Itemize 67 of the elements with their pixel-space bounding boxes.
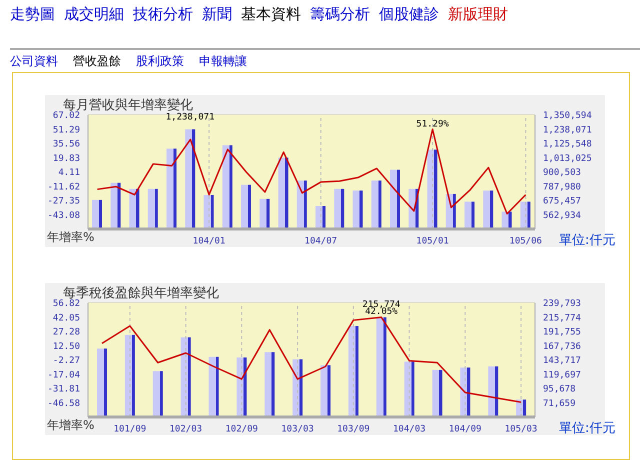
text: 新版理財 xyxy=(448,5,508,23)
y2-tick-label: 71,659 xyxy=(543,398,576,409)
x-tick-label: 103/09 xyxy=(337,424,370,434)
y2-tick-label: 167,736 xyxy=(543,342,581,352)
y-tick-label: -11.62 xyxy=(47,182,80,192)
x-tick-label: 104/01 xyxy=(192,236,226,246)
y-tick-label: 56.82 xyxy=(52,299,80,310)
y2-tick-label: 215,774 xyxy=(543,313,581,324)
text: 股利政策 xyxy=(136,54,184,68)
y-tick-label: -43.08 xyxy=(47,210,80,221)
y2-tick-label: 1,013,025 xyxy=(543,154,592,164)
text: 走勢圖 xyxy=(10,5,55,23)
y-tick-label: 35.56 xyxy=(52,140,80,150)
y2-axis-title: 單位:仟元 xyxy=(559,232,616,249)
x-tick-label: 101/09 xyxy=(114,424,146,434)
y-tick-label: -17.04 xyxy=(47,370,80,380)
text: 個股健診 xyxy=(379,5,439,23)
x-tick-label: 104/03 xyxy=(393,424,426,434)
y2-tick-label: 1,125,548 xyxy=(543,140,592,150)
y-tick-label: 67.02 xyxy=(52,111,80,122)
text: 營收盈餘 xyxy=(73,54,121,68)
x-tick-label: 105/06 xyxy=(509,236,542,246)
x-tick-label: 105/01 xyxy=(416,236,449,246)
line-series xyxy=(96,128,526,215)
chart-title: 每季稅後盈餘與年增率變化 xyxy=(63,285,219,301)
x-tick-label: 102/09 xyxy=(225,424,258,434)
data-label: 42.05% xyxy=(365,307,398,318)
y2-tick-label: 675,457 xyxy=(543,196,581,207)
y2-tick-label: 191,755 xyxy=(543,328,581,338)
y2-tick-label: 239,793 xyxy=(543,299,581,310)
y-tick-label: -2.27 xyxy=(52,356,80,366)
text: 公司資料 xyxy=(10,54,58,68)
y2-tick-label: 1,350,594 xyxy=(543,111,592,122)
y-axis-title: 年增率% xyxy=(47,229,94,246)
chart-title: 每月營收與年增率變化 xyxy=(63,97,193,113)
text: 基本資料 xyxy=(241,5,301,23)
y-tick-label: 12.50 xyxy=(52,342,80,352)
text: 申報轉讓 xyxy=(199,54,247,68)
text: 成交明細 xyxy=(64,5,124,23)
y-tick-label: 27.28 xyxy=(52,328,80,338)
y2-tick-label: 900,503 xyxy=(543,168,581,178)
text: 新聞 xyxy=(202,5,232,23)
y2-tick-label: 1,238,071 xyxy=(543,125,592,136)
line-series xyxy=(101,316,522,403)
y2-tick-label: 562,934 xyxy=(543,210,581,221)
x-tick-label: 103/03 xyxy=(281,424,314,434)
data-label: 1,238,071 xyxy=(166,112,215,122)
y-tick-label: 4.11 xyxy=(58,168,80,178)
y2-tick-label: 119,697 xyxy=(543,370,581,380)
text: 技術分析 xyxy=(133,5,193,23)
y2-tick-label: 787,980 xyxy=(543,182,581,192)
data-label: 51.29% xyxy=(416,119,450,130)
x-tick-label: 105/03 xyxy=(504,424,538,434)
y2-axis-title: 單位:仟元 xyxy=(559,420,616,437)
y-tick-label: -31.81 xyxy=(47,384,80,395)
y2-tick-label: 143,717 xyxy=(543,356,581,366)
y-tick-label: -46.58 xyxy=(47,398,80,409)
text: 籌碼分析 xyxy=(310,5,370,23)
x-tick-label: 104/09 xyxy=(448,424,482,434)
y-tick-label: 51.29 xyxy=(52,125,80,136)
y2-tick-label: 95,678 xyxy=(543,384,576,395)
y-axis-title: 年增率% xyxy=(47,417,94,434)
x-tick-label: 102/03 xyxy=(170,424,202,434)
y-tick-label: 42.05 xyxy=(52,313,80,324)
y-tick-label: -27.35 xyxy=(47,196,80,207)
y-tick-label: 19.83 xyxy=(52,154,80,164)
x-tick-label: 104/07 xyxy=(304,236,338,246)
